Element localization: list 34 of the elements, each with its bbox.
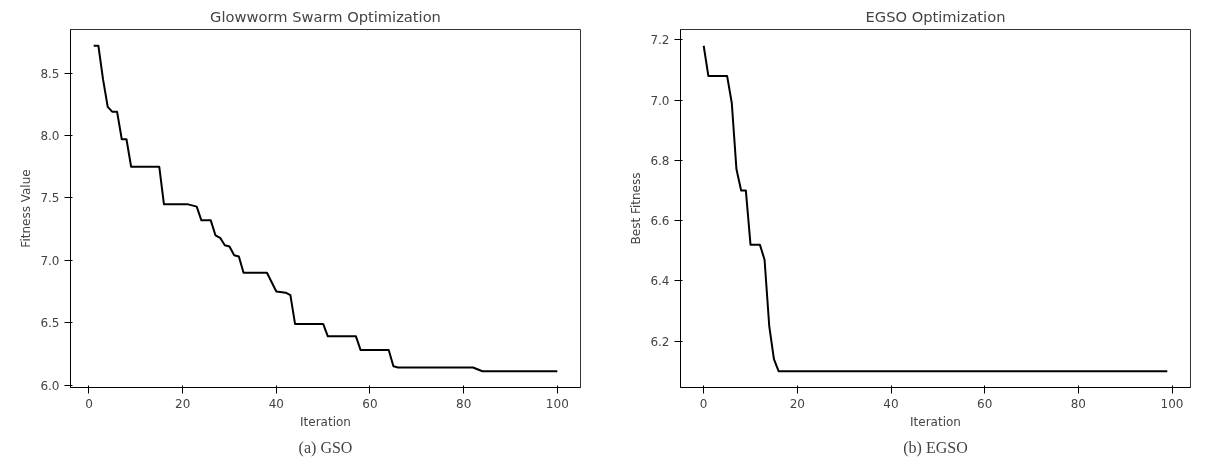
y-tick-label: 8.5 [40,66,60,81]
x-tick-label: 0 [699,396,708,411]
chart-title: Glowworm Swarm Optimization [210,7,441,25]
x-tick-label: 20 [789,396,805,411]
x-axis-title: Iteration [910,414,961,429]
y-tick-label: 7.0 [650,93,670,108]
x-tick-label: 80 [1070,396,1086,411]
y-tick-label: 6.8 [650,153,670,168]
y-tick-label: 6.6 [650,214,670,229]
y-tick-label: 6.0 [40,378,60,393]
text: (a) GSO [298,438,353,457]
x-tick-label: 60 [362,396,378,411]
line-series [702,44,1169,373]
y-tick-label: 7.5 [40,191,60,206]
chart-title: EGSO Optimization [865,7,1006,25]
x-tick-label: 0 [85,396,93,411]
x-tick-label: 40 [883,396,899,411]
y-tick-label: 6.2 [650,334,670,349]
x-tick-label: 60 [977,396,993,411]
x-tick-label: 40 [268,396,284,411]
y-tick-label: 6.4 [650,274,670,289]
line-series [92,44,559,373]
x-tick-label: 20 [175,396,191,411]
y-tick-label: 8.0 [40,129,60,144]
x-tick-label: 100 [545,396,569,411]
x-tick-label: 100 [1160,396,1184,411]
y-axis-title: Fitness Value [19,169,34,248]
x-axis-title: Iteration [300,414,351,429]
y-axis-title: Best Fitness [629,172,644,245]
y-tick-label: 6.5 [40,316,60,331]
text: (b) EGSO [903,438,968,457]
y-tick-label: 7.2 [650,33,670,48]
x-tick-label: 80 [456,396,472,411]
y-tick-label: 7.0 [40,253,60,268]
